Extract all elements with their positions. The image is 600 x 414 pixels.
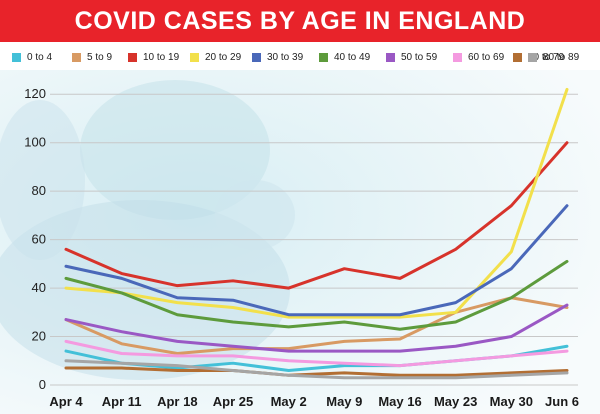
- y-tick-label: 100: [24, 135, 46, 150]
- series-line-30-to-39: [64, 204, 569, 317]
- x-tick-label: May 2: [271, 394, 307, 409]
- legend-label: 20 to 29: [205, 52, 242, 63]
- legend-item: 70 to 79: [513, 52, 564, 63]
- series-line-40-to-49: [64, 259, 569, 331]
- x-tick-label: May 23: [434, 394, 477, 409]
- legend-item: 50 to 59: [386, 52, 437, 63]
- legend: 0 to 4 5 to 9 10 to 19 20 to 29 30 to 39 40 t…: [0, 48, 600, 70]
- y-tick-label: 80: [32, 183, 46, 198]
- x-tick-label: Apr 25: [213, 394, 253, 409]
- legend-item: 30 to 39: [252, 52, 303, 63]
- chart-title: COVID CASES BY AGE IN ENGLAND: [0, 0, 600, 42]
- legend-swatch: [513, 53, 522, 62]
- y-axis-ticks: 0 20 40 60 80 100 120: [24, 86, 46, 392]
- legend-item: 10 to 19: [128, 52, 179, 63]
- background-photo: [0, 70, 600, 414]
- legend-label: 0 to 4: [27, 52, 53, 63]
- grid-lines: [50, 93, 578, 386]
- legend-label: 80 to 89: [543, 52, 580, 63]
- legend-label: 40 to 49: [334, 52, 371, 63]
- x-tick-label: May 16: [378, 394, 421, 409]
- series-lines: [64, 87, 569, 380]
- x-tick-label: Apr 18: [157, 394, 197, 409]
- y-tick-label: 20: [32, 329, 46, 344]
- legend-swatch: [386, 53, 395, 62]
- legend-item: 80 to 89: [528, 52, 579, 63]
- y-tick-label: 40: [32, 280, 46, 295]
- x-tick-label: Apr 11: [102, 394, 142, 409]
- legend-item: 40 to 49: [319, 52, 370, 63]
- y-tick-label: 0: [39, 377, 46, 392]
- x-tick-label: May 30: [490, 394, 533, 409]
- legend-swatch: [528, 53, 537, 62]
- legend-item: 60 to 69: [453, 52, 504, 63]
- x-tick-label: Apr 4: [49, 394, 83, 409]
- y-tick-label: 60: [32, 232, 46, 247]
- legend-item: 20 to 29: [190, 52, 241, 63]
- series-line-80-to-89: [64, 359, 569, 380]
- series-line-5-to-9: [64, 296, 569, 355]
- legend-label: 5 to 9: [87, 52, 113, 63]
- legend-swatch: [128, 53, 137, 62]
- y-tick-label: 120: [24, 86, 46, 101]
- legend-swatch: [12, 53, 21, 62]
- series-line-70-to-79: [64, 366, 569, 377]
- x-axis-ticks: Apr 4 Apr 11 Apr 18 Apr 25 May 2 May 9 May 16 M…: [49, 394, 579, 409]
- x-tick-label: May 9: [326, 394, 362, 409]
- series-line-60-to-69: [64, 339, 569, 368]
- legend-label: 70 to 79: [528, 52, 565, 63]
- legend-swatch: [190, 53, 199, 62]
- legend-swatch: [72, 53, 81, 62]
- legend-swatch: [252, 53, 261, 62]
- legend-item: 5 to 9: [72, 52, 112, 63]
- legend-label: 60 to 69: [468, 52, 505, 63]
- series-line-20-to-29: [64, 87, 569, 319]
- series-line-50-to-59: [64, 303, 569, 353]
- legend-swatch: [319, 53, 328, 62]
- legend-label: 50 to 59: [401, 52, 438, 63]
- legend-item: 0 to 4: [12, 52, 52, 63]
- legend-label: 30 to 39: [267, 52, 304, 63]
- x-tick-label: Jun 6: [545, 394, 579, 409]
- series-line-10-to-19: [64, 141, 569, 290]
- legend-swatch: [453, 53, 462, 62]
- legend-label: 10 to 19: [143, 52, 180, 63]
